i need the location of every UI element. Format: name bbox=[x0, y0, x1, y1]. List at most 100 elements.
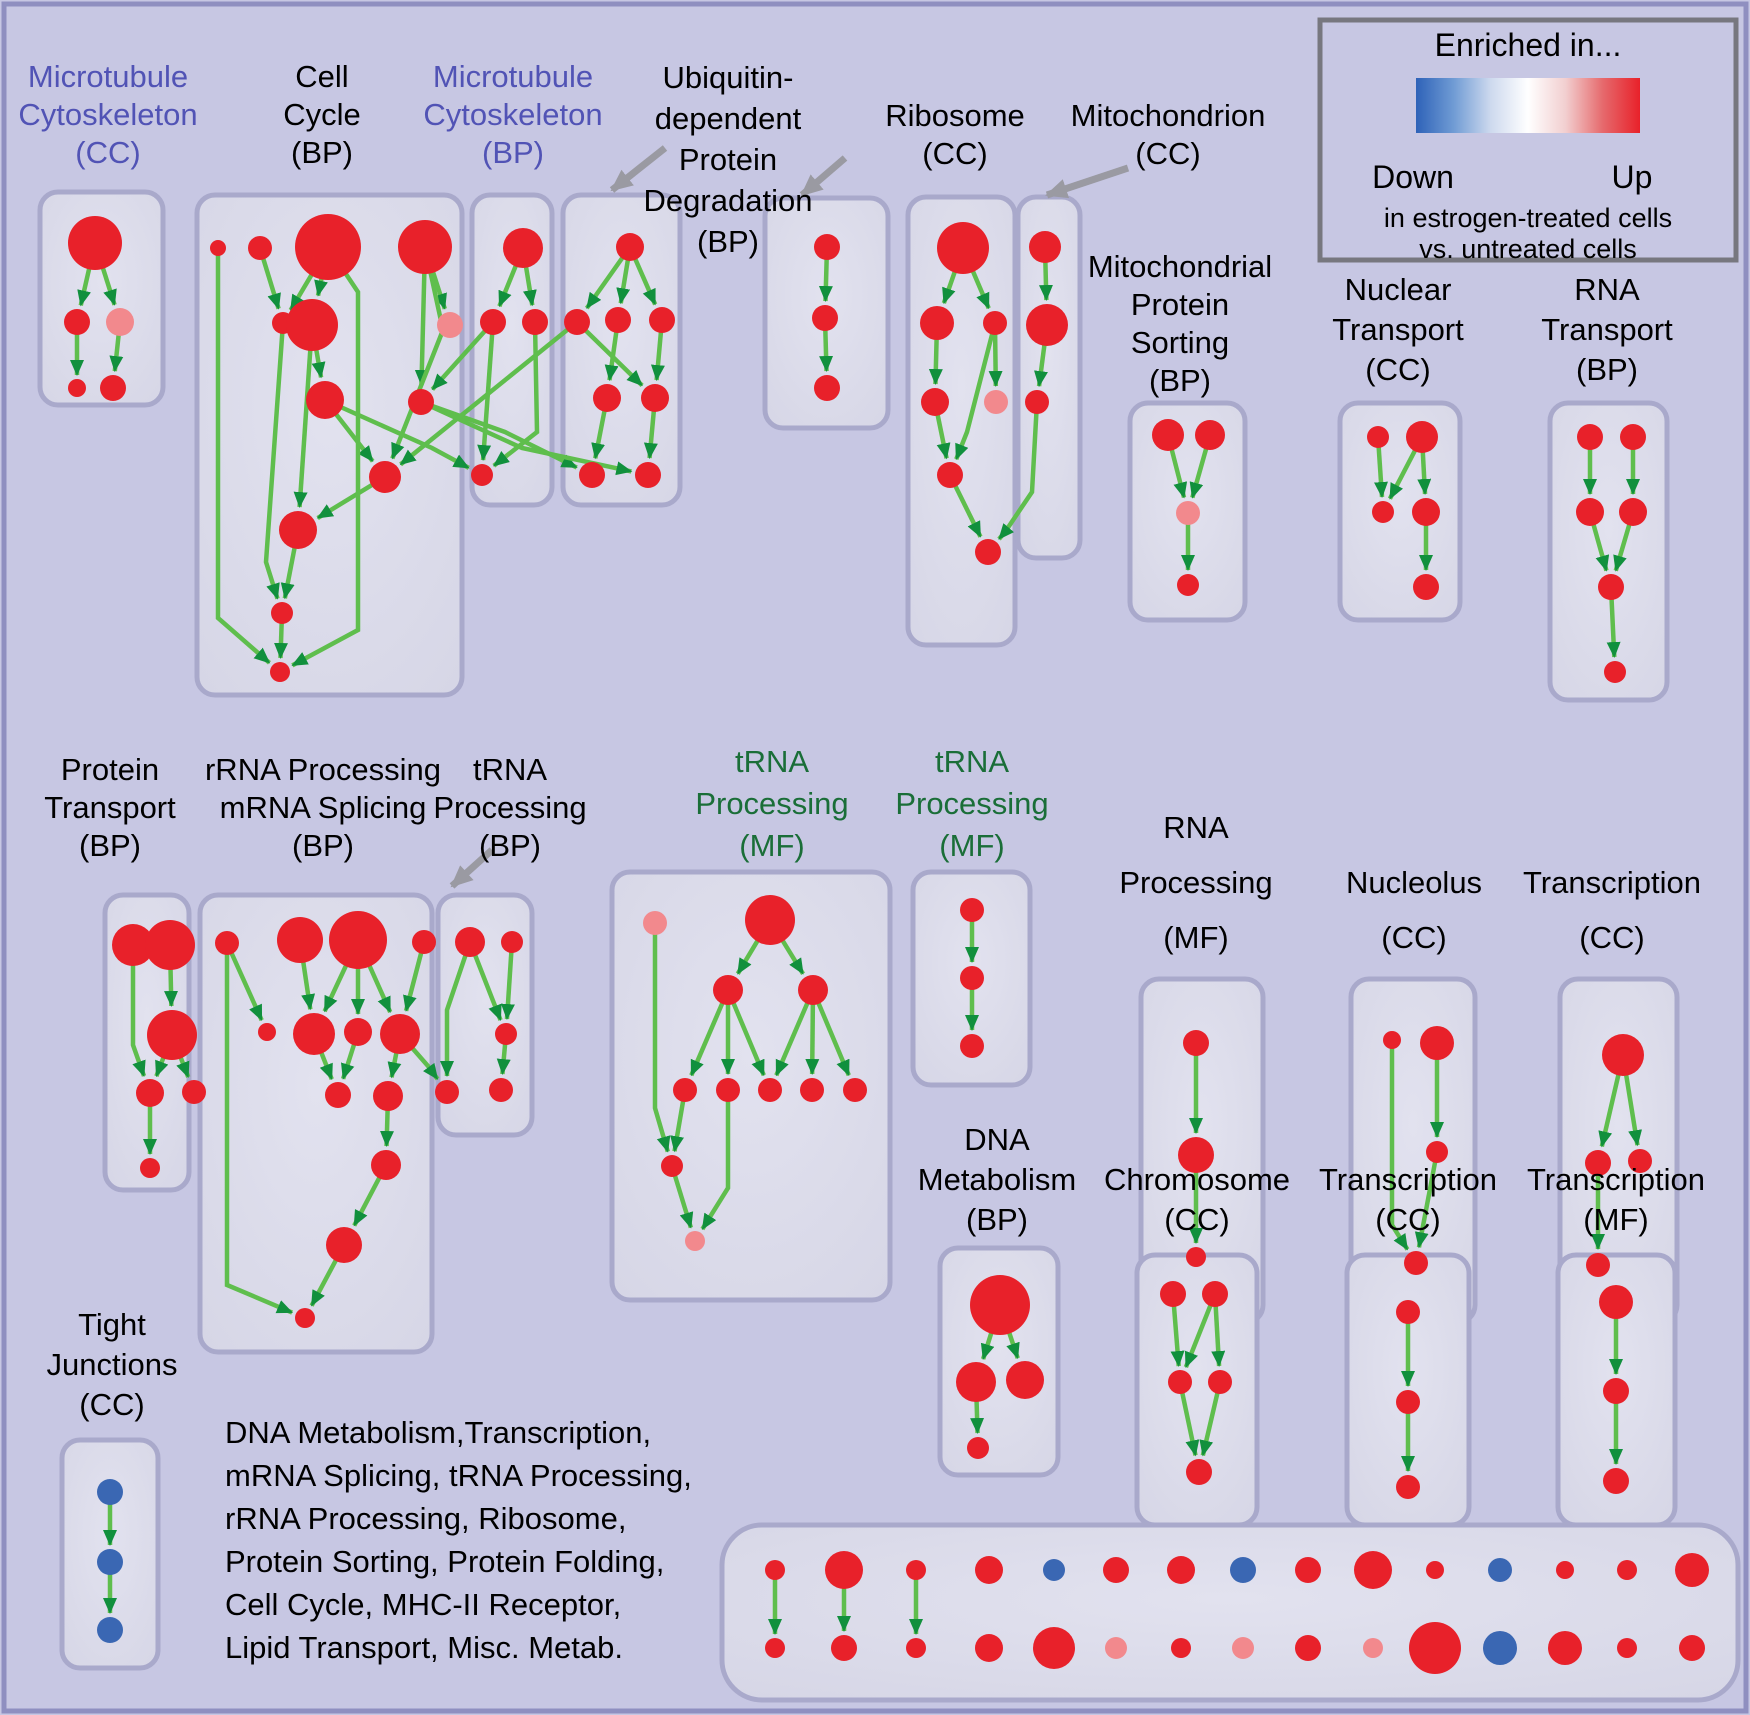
node-c7 bbox=[437, 312, 463, 338]
node-k1 bbox=[1602, 1034, 1644, 1076]
node-u6 bbox=[641, 384, 669, 412]
node-rt4 bbox=[1619, 498, 1647, 526]
node-m4 bbox=[471, 464, 493, 486]
node-wb5 bbox=[1033, 1627, 1075, 1669]
label-line: (MF) bbox=[1163, 920, 1228, 955]
node-y2 bbox=[1178, 1137, 1214, 1173]
node-wt2 bbox=[825, 1551, 863, 1589]
label-line: Cytoskeleton bbox=[423, 97, 602, 132]
node-x3 bbox=[960, 1034, 984, 1058]
node-r4 bbox=[921, 388, 949, 416]
label-line: Degradation bbox=[644, 183, 813, 218]
label-line: (CC) bbox=[1365, 352, 1430, 387]
label-transcription-cc-lower: Transcription (CC) bbox=[1319, 1162, 1497, 1237]
label-line: (MF) bbox=[1583, 1202, 1648, 1237]
edge-h2-h3 bbox=[1183, 1293, 1218, 1369]
node-v1 bbox=[814, 234, 840, 260]
node-w10 bbox=[661, 1155, 683, 1177]
node-wb4 bbox=[975, 1634, 1003, 1662]
label-trna-processing-mf-1: tRNA Processing (MF) bbox=[695, 744, 848, 863]
node-w7 bbox=[758, 1078, 782, 1102]
label-line: Cytoskeleton bbox=[18, 97, 197, 132]
edge-w3-w5 bbox=[689, 989, 731, 1077]
node-wb13 bbox=[1548, 1631, 1582, 1665]
node-wb7 bbox=[1171, 1638, 1191, 1658]
node-q12 bbox=[326, 1227, 362, 1263]
text-block-line: Cell Cycle, MHC-II Receptor, bbox=[225, 1587, 621, 1622]
node-q2 bbox=[277, 917, 323, 963]
label-line: rRNA Processing bbox=[205, 752, 441, 787]
text-block-line: rRNA Processing, Ribosome, bbox=[225, 1501, 626, 1536]
node-q1 bbox=[215, 931, 239, 955]
text-block-line: Lipid Transport, Misc. Metab. bbox=[225, 1630, 623, 1665]
node-r5 bbox=[984, 390, 1008, 414]
node-c2 bbox=[248, 236, 272, 260]
node-nt5 bbox=[1413, 574, 1439, 600]
node-y1 bbox=[1183, 1030, 1209, 1056]
node-q3 bbox=[329, 911, 387, 969]
node-f2 bbox=[1603, 1378, 1629, 1404]
label-line: Transport bbox=[1541, 312, 1673, 347]
edge-o3-r7 bbox=[997, 401, 1040, 541]
label-line: (BP) bbox=[1149, 363, 1211, 398]
edge-h4-h5 bbox=[1199, 1381, 1223, 1457]
label-line: Transcription bbox=[1319, 1162, 1497, 1197]
node-c3 bbox=[295, 214, 361, 280]
node-d4 bbox=[967, 1437, 989, 1459]
node-k2 bbox=[1585, 1150, 1611, 1176]
node-r1 bbox=[937, 222, 989, 274]
label-line: tRNA bbox=[935, 744, 1009, 779]
node-wt14 bbox=[1617, 1560, 1637, 1580]
node-q7 bbox=[344, 1018, 372, 1046]
node-s1 bbox=[1152, 419, 1184, 451]
label-line: Processing bbox=[433, 790, 586, 825]
node-w11 bbox=[685, 1231, 705, 1251]
label-line: Transcription bbox=[1523, 865, 1701, 900]
label-line: (CC) bbox=[1381, 920, 1446, 955]
node-r7 bbox=[975, 539, 1001, 565]
label-chromosome-cc: Chromosome (CC) bbox=[1104, 1162, 1290, 1237]
node-q4 bbox=[412, 930, 436, 954]
node-c13 bbox=[270, 662, 290, 682]
node-w9 bbox=[843, 1078, 867, 1102]
node-wb8 bbox=[1232, 1637, 1254, 1659]
node-wt6 bbox=[1103, 1557, 1129, 1583]
label-mitochondrion-cc: Mitochondrion(CC) bbox=[1071, 98, 1266, 171]
node-o3 bbox=[1025, 390, 1049, 414]
label-line: RNA bbox=[1163, 810, 1229, 845]
node-w1 bbox=[643, 911, 667, 935]
node-nt2 bbox=[1406, 421, 1438, 453]
label-line: (BP) bbox=[79, 828, 141, 863]
text-block-line: mRNA Splicing, tRNA Processing, bbox=[225, 1458, 692, 1493]
node-m1 bbox=[503, 228, 543, 268]
legend-box bbox=[1317, 17, 1739, 263]
node-r6 bbox=[937, 462, 963, 488]
node-a5 bbox=[100, 375, 126, 401]
label-ribosome-cc: Ribosome(CC) bbox=[885, 98, 1025, 171]
node-wb15 bbox=[1679, 1635, 1705, 1661]
node-v3 bbox=[814, 375, 840, 401]
label-line: Processing bbox=[695, 786, 848, 821]
node-nt3 bbox=[1372, 501, 1394, 523]
node-c12 bbox=[271, 602, 293, 624]
node-w4 bbox=[798, 975, 828, 1005]
group-box-rna-transport-bp bbox=[1547, 400, 1670, 703]
label-dna-metabolism-bp: DNA Metabolism (BP) bbox=[918, 1122, 1077, 1237]
node-q9 bbox=[325, 1082, 351, 1108]
node-u4 bbox=[649, 307, 675, 333]
node-u5 bbox=[593, 384, 621, 412]
label-line: dependent bbox=[655, 101, 802, 136]
node-wb1 bbox=[765, 1638, 785, 1658]
node-f1 bbox=[1599, 1285, 1633, 1319]
node-rt3 bbox=[1576, 498, 1604, 526]
node-c11 bbox=[279, 511, 317, 549]
node-h5 bbox=[1186, 1459, 1212, 1485]
node-u8 bbox=[635, 462, 661, 488]
node-q8 bbox=[380, 1014, 420, 1054]
node-wt15 bbox=[1675, 1553, 1709, 1587]
